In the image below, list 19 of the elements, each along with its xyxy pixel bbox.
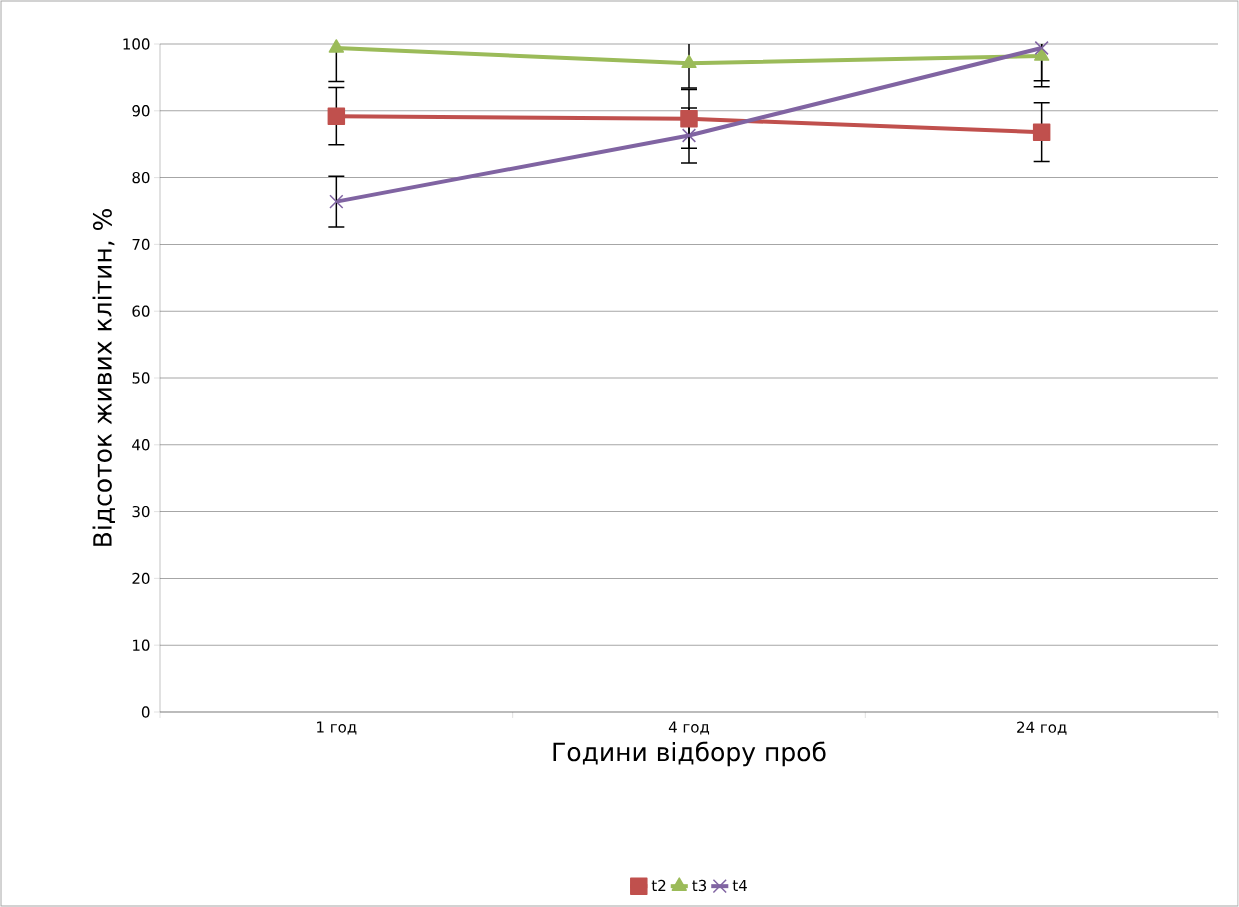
x-tick-label: 4 год <box>668 721 710 735</box>
legend-label: t4 <box>732 879 747 891</box>
x-tick-label: 1 год <box>317 721 357 735</box>
y-tick-label: 50 <box>132 372 150 384</box>
y-tick-label: 10 <box>133 639 150 651</box>
y-tick-label: 0 <box>141 706 150 718</box>
y-tick-label: 60 <box>132 305 150 317</box>
y-tick-label: 100 <box>123 38 150 50</box>
legend-label: t2 <box>651 879 666 891</box>
y-tick-label: 90 <box>132 105 150 117</box>
x-axis-title: Години відбору проб <box>553 741 826 767</box>
x-tick-label: 24 год <box>1017 721 1067 735</box>
legend-label: t3 <box>692 879 707 892</box>
y-tick-label: 40 <box>132 439 150 451</box>
y-tick-label: 20 <box>132 572 150 585</box>
y-tick-label: 30 <box>132 505 150 518</box>
y-tick-label: 70 <box>132 238 150 251</box>
y-axis-title: Відсоток живих клітин, % <box>92 209 115 546</box>
y-tick-label: 80 <box>132 171 150 184</box>
